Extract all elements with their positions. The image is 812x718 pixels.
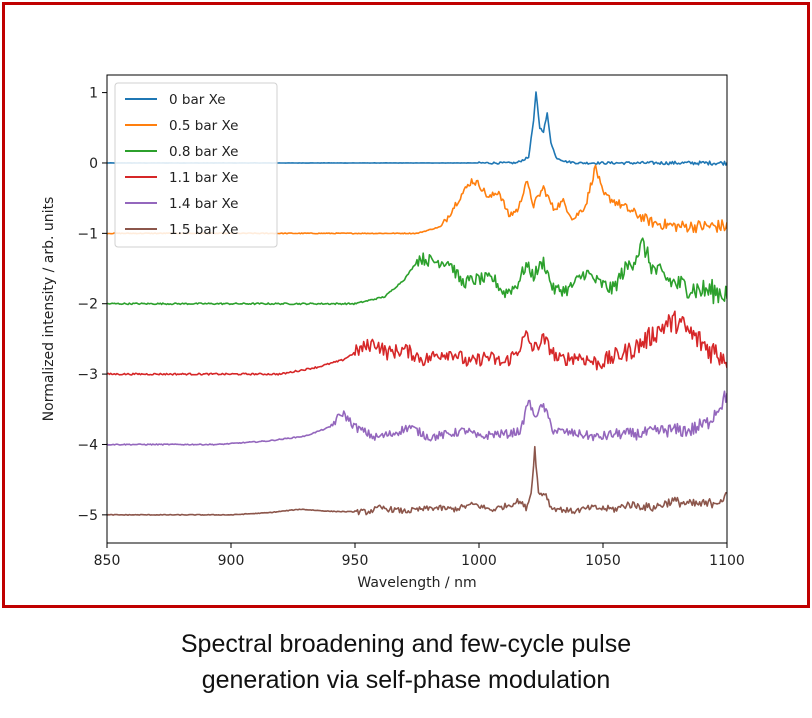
y-tick-label: −3 [77,367,98,383]
x-tick-label: 1100 [709,553,745,569]
y-tick-label: −5 [77,508,98,524]
x-tick-label: 1050 [585,553,621,569]
x-tick-label: 1000 [461,553,497,569]
legend-label: 0.5 bar Xe [169,118,238,134]
line-chart: 850 900 950 1000 1050 1100 1 0 −1 −2 −3 −4 −5 Wavel… [41,74,745,591]
legend: 0 bar Xe 0.5 bar Xe 0.8 bar Xe 1.1 bar Xe 1.… [114,82,278,248]
y-tick-label: −2 [77,297,98,313]
y-tick-label: −4 [77,437,98,453]
x-tick-label: 900 [218,553,245,569]
series-line [107,310,727,376]
legend-label: 0.8 bar Xe [169,144,238,160]
y-tick-label: −1 [77,226,98,242]
x-tick-label: 950 [342,553,369,569]
legend-label: 1.5 bar Xe [169,222,238,238]
y-axis: 1 0 −1 −2 −3 −4 −5 [77,86,107,524]
series-line [107,445,727,516]
y-axis-label: Normalized intensity / arb. units [41,197,57,422]
axes-frame [106,74,728,544]
x-tick-label: 850 [94,553,121,569]
series-line [107,237,727,306]
figure-frame: 850 900 950 1000 1050 1100 1 0 −1 −2 −3 −4 −5 Wavel… [2,2,810,608]
x-axis-label: Wavelength / nm [357,575,476,591]
caption-line-1: Spectral broadening and few-cycle pulse [180,630,632,658]
figure-caption: Spectral broadening and few-cycle pulse … [0,626,812,698]
legend-label: 0 bar Xe [169,92,226,108]
legend-label: 1.4 bar Xe [169,196,238,212]
caption-line-2: generation via self-phase modulation [201,666,611,694]
y-tick-label: 1 [89,86,98,102]
series-line [107,390,727,446]
y-tick-label: 0 [89,156,98,172]
legend-label: 1.1 bar Xe [169,170,238,186]
x-axis: 850 900 950 1000 1050 1100 [94,543,745,569]
